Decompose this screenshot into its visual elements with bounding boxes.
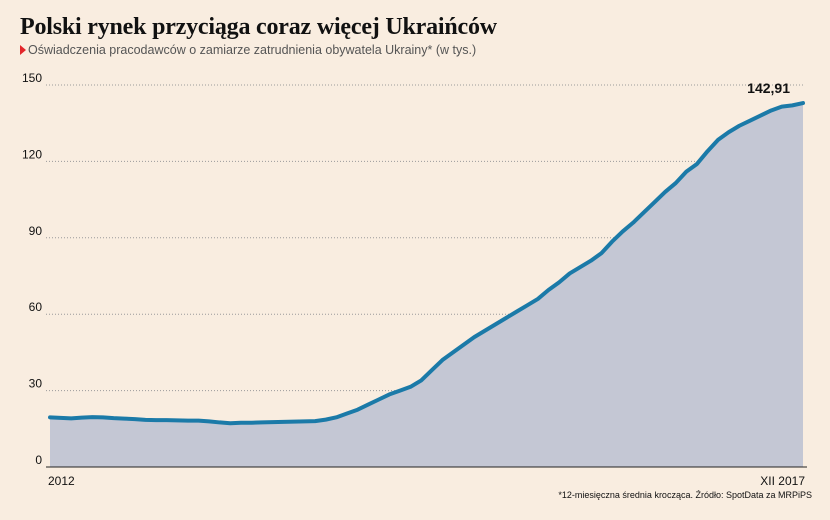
series-line <box>48 101 805 426</box>
y-tick-label: 60 <box>29 300 43 314</box>
y-tick-label: 90 <box>29 224 43 238</box>
area-fill <box>50 103 803 467</box>
x-tick-label: 2012 <box>48 474 75 488</box>
y-tick-label: 150 <box>22 71 42 85</box>
y-tick-label: 120 <box>22 147 42 161</box>
last-value-label: 142,91 <box>747 80 790 96</box>
subtitle-text: Oświadczenia pracodawców o zamiarze zatr… <box>28 43 477 57</box>
x-tick-label: XII 2017 <box>760 474 805 488</box>
red-triangle-icon <box>20 45 26 55</box>
y-tick-label: 30 <box>29 377 43 391</box>
y-tick-label: 0 <box>35 453 42 467</box>
chart-title: Polski rynek przyciąga coraz więcej Ukra… <box>20 14 497 40</box>
chart-subtitle: Oświadczenia pracodawców o zamiarze zatr… <box>20 43 476 57</box>
x-tick-labels: 2012 XII 2017 <box>48 474 805 488</box>
y-tick-labels: 0 30 60 90 120 150 <box>22 71 42 467</box>
source-footnote: *12-miesięczna średnia krocząca. Źródło:… <box>558 490 812 500</box>
